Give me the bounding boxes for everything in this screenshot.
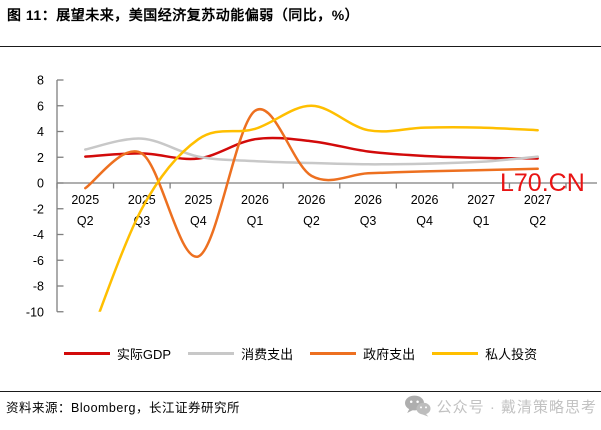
x-tick-label: 2025 Q4 [184, 193, 212, 228]
y-tick-label: -10 [26, 305, 44, 319]
x-tick-label: 2027 Q1 [467, 193, 495, 228]
line-chart: 8 6 4 2 0 -2 -4 -6 -8 -10 2025 Q2 2025 Q3 2025 Q4 2026 Q1… [26, 74, 597, 319]
svg-text:2027: 2027 [524, 193, 552, 207]
legend-swatch-private-investment [432, 352, 479, 355]
legend-label: 政府支出 [363, 347, 416, 362]
wechat-icon [404, 395, 431, 417]
svg-text:2026: 2026 [354, 193, 382, 207]
y-tick-label: -4 [33, 228, 44, 242]
legend-label: 实际GDP [116, 347, 172, 362]
svg-text:Q2: Q2 [77, 214, 94, 228]
legend-item-government-spending: 政府支出 [310, 344, 415, 363]
svg-text:2026: 2026 [411, 193, 439, 207]
series-line-consumption [84, 137, 539, 166]
svg-text:2027: 2027 [467, 193, 495, 207]
svg-text:2025: 2025 [71, 193, 99, 207]
watermark-l70cn: L70.CN [500, 169, 585, 197]
legend-label: 消费支出 [241, 347, 294, 362]
x-tick-label: 2026 Q3 [354, 193, 382, 228]
svg-text:Q3: Q3 [360, 214, 377, 228]
svg-text:2025: 2025 [184, 193, 212, 207]
x-tick-label: 2026 Q2 [298, 193, 326, 228]
y-tick-label: 2 [37, 151, 44, 165]
y-tick-label: 0 [37, 177, 44, 191]
x-tick-label: 2027 Q2 [524, 193, 552, 228]
x-tick-label: 2026 Q1 [241, 193, 269, 228]
legend-item-consumption: 消费支出 [188, 344, 293, 363]
series-line-private-investment [98, 104, 539, 312]
divider-bottom [0, 391, 601, 392]
y-tick-label: -2 [33, 202, 44, 216]
y-tick-label: 4 [37, 125, 44, 139]
wechat-account-label: 公众号 · 戴清策略思考 [436, 398, 597, 416]
figure-title: 图 11：展望未来，美国经济复苏动能偏弱（同比，%） [7, 7, 360, 23]
legend-item-real-gdp: 实际GDP [63, 344, 172, 363]
chart-legend: 实际GDP 消费支出 政府支出 私人投资 [0, 344, 601, 363]
source-note: 资料来源：Bloomberg，长江证券研究所 [6, 401, 240, 415]
svg-text:2025: 2025 [128, 193, 156, 207]
legend-label: 私人投资 [485, 347, 538, 362]
series-line-real-gdp [84, 136, 539, 161]
x-tick-label: 2025 Q2 [71, 193, 99, 228]
y-tick-label: -6 [33, 254, 44, 268]
legend-swatch-real-gdp [63, 352, 110, 355]
y-tick-label: 8 [37, 74, 44, 88]
svg-text:2026: 2026 [298, 193, 326, 207]
x-tick-label: 2026 Q4 [411, 193, 439, 228]
divider-top [0, 46, 601, 47]
svg-text:Q2: Q2 [303, 214, 320, 228]
legend-item-private-investment: 私人投资 [432, 344, 537, 363]
chart-axes: 8 6 4 2 0 -2 -4 -6 -8 -10 2025 Q2 2025 Q3 2025 Q4 2026 Q1… [26, 74, 597, 319]
legend-swatch-consumption [188, 352, 235, 355]
svg-text:Q1: Q1 [247, 214, 264, 228]
wechat-badge: 公众号 · 戴清策略思考 [404, 395, 597, 417]
series-line-government-spending [84, 107, 539, 258]
svg-text:Q4: Q4 [416, 214, 433, 228]
svg-text:2026: 2026 [241, 193, 269, 207]
y-tick-label: -8 [33, 280, 44, 294]
y-tick-label: 6 [37, 99, 44, 113]
svg-text:Q1: Q1 [473, 214, 490, 228]
svg-text:Q2: Q2 [529, 214, 546, 228]
legend-swatch-government-spending [310, 352, 357, 355]
svg-text:Q4: Q4 [190, 214, 207, 228]
